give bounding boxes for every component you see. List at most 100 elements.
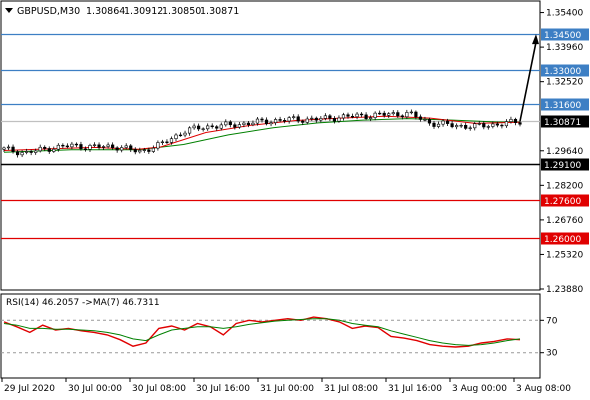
candle-body xyxy=(513,118,518,123)
time-tick-label: 30 Jul 16:00 xyxy=(196,384,250,394)
candle-body xyxy=(445,120,450,124)
candle-body xyxy=(305,118,309,123)
price-level-badge xyxy=(541,194,589,207)
candle-body xyxy=(233,124,237,128)
candle-body xyxy=(459,124,463,127)
price-tick-label: 1.26760 xyxy=(546,216,583,226)
candle-body xyxy=(201,128,205,130)
ohlc-high: 1.30912 xyxy=(124,6,163,17)
candle-body xyxy=(178,134,183,137)
candle-body xyxy=(43,146,47,149)
candle-body xyxy=(101,146,106,148)
candle-body xyxy=(115,147,119,151)
candle-body xyxy=(432,122,436,127)
candle-body xyxy=(378,112,382,115)
price-level-badge xyxy=(541,115,589,128)
projection-arrow xyxy=(519,34,539,122)
candle-body xyxy=(92,144,97,146)
price-tick-label: 1.25320 xyxy=(546,250,583,260)
candle-body xyxy=(61,144,65,147)
symbol-label: GBPUSD,M30 xyxy=(17,6,80,17)
candle-body xyxy=(169,138,174,143)
candle-body xyxy=(391,112,395,115)
candle-body xyxy=(97,144,101,148)
candle-body xyxy=(409,111,413,114)
rsi-title: RSI(14) 46.2057 ->MA(7) 46.7311 xyxy=(6,298,160,308)
candle-body xyxy=(156,142,160,149)
candle-body xyxy=(509,118,513,122)
candle-body xyxy=(219,124,223,129)
price-level-label: 1.29100 xyxy=(544,161,581,171)
candle-body xyxy=(369,117,373,119)
candle-body xyxy=(400,115,404,118)
candle-body xyxy=(314,117,318,121)
projection-arrow-shaft[interactable] xyxy=(519,41,537,122)
candle-body xyxy=(350,115,355,118)
candle-body xyxy=(473,123,477,129)
candle-body xyxy=(224,121,228,126)
candle-body xyxy=(34,150,38,153)
ma-fast-line xyxy=(3,115,521,151)
candle-body xyxy=(133,149,137,153)
candle-body xyxy=(15,151,20,156)
candle-body xyxy=(210,125,214,128)
price-level-label: 1.31600 xyxy=(544,101,581,111)
price-level-badge xyxy=(541,64,589,77)
candle-body xyxy=(160,141,165,143)
candle-body xyxy=(246,122,251,126)
candle-body xyxy=(6,146,11,149)
dropdown-triangle-icon[interactable] xyxy=(5,8,13,13)
candle-body xyxy=(436,123,441,127)
candle-body xyxy=(495,123,499,126)
candle-body xyxy=(278,119,282,121)
candle-body xyxy=(206,125,210,130)
rsi-tick-label: 70 xyxy=(546,316,558,326)
rsi-lines xyxy=(3,316,521,348)
rsi-panel-frame xyxy=(0,293,541,379)
candle-body xyxy=(518,122,522,125)
price-tick-label: 1.33960 xyxy=(546,43,583,53)
candle-body xyxy=(504,121,509,127)
candle-body xyxy=(111,144,115,149)
candle-body xyxy=(187,127,192,134)
time-tick-label: 29 Jul 2020 xyxy=(4,384,55,394)
candle-body xyxy=(359,113,364,116)
time-tick-label: 31 Jul 00:00 xyxy=(260,384,314,394)
time-axis: 29 Jul 2020 30 Jul 00:00 30 Jul 08:00 30 Ju… xyxy=(1,378,571,394)
candle-body xyxy=(382,112,386,116)
price-tick-label: 1.32520 xyxy=(546,78,583,88)
candle-body xyxy=(319,118,323,121)
candle-body xyxy=(477,123,481,125)
time-tick-label: 30 Jul 00:00 xyxy=(68,384,122,394)
candle-body xyxy=(310,117,314,120)
moving-average-lines xyxy=(3,115,521,153)
candle-body xyxy=(414,111,418,118)
candle-body xyxy=(142,149,146,151)
ohlc-low: 1.30850 xyxy=(162,6,201,17)
candle-body xyxy=(323,115,327,119)
candle-body xyxy=(418,116,423,120)
candle-body xyxy=(88,145,92,150)
price-tick-label: 1.28200 xyxy=(546,181,583,191)
candle-body xyxy=(197,125,201,130)
candle-body xyxy=(500,124,504,127)
candle-body xyxy=(25,151,29,153)
candle-body xyxy=(260,118,264,121)
candle-body xyxy=(346,114,350,117)
rsi-tick-label: 30 xyxy=(546,349,558,359)
candle-body xyxy=(405,112,409,118)
candle-body xyxy=(337,117,341,122)
ohlc-open: 1.30864 xyxy=(86,6,125,17)
candle-body xyxy=(491,123,495,127)
candle-body xyxy=(120,147,124,151)
price-axis-ticks: 1.35400 1.33960 1.32520 1.29640 1.28200 1.267… xyxy=(540,9,583,295)
time-tick-label: 31 Jul 08:00 xyxy=(324,384,378,394)
time-tick-label: 30 Jul 08:00 xyxy=(132,384,186,394)
candle-body xyxy=(237,124,241,128)
price-level-label: 1.26000 xyxy=(544,235,581,245)
candle-body xyxy=(292,116,296,118)
candle-body xyxy=(283,120,287,122)
price-level-label: 1.34500 xyxy=(544,31,581,41)
candle-body xyxy=(228,121,232,126)
